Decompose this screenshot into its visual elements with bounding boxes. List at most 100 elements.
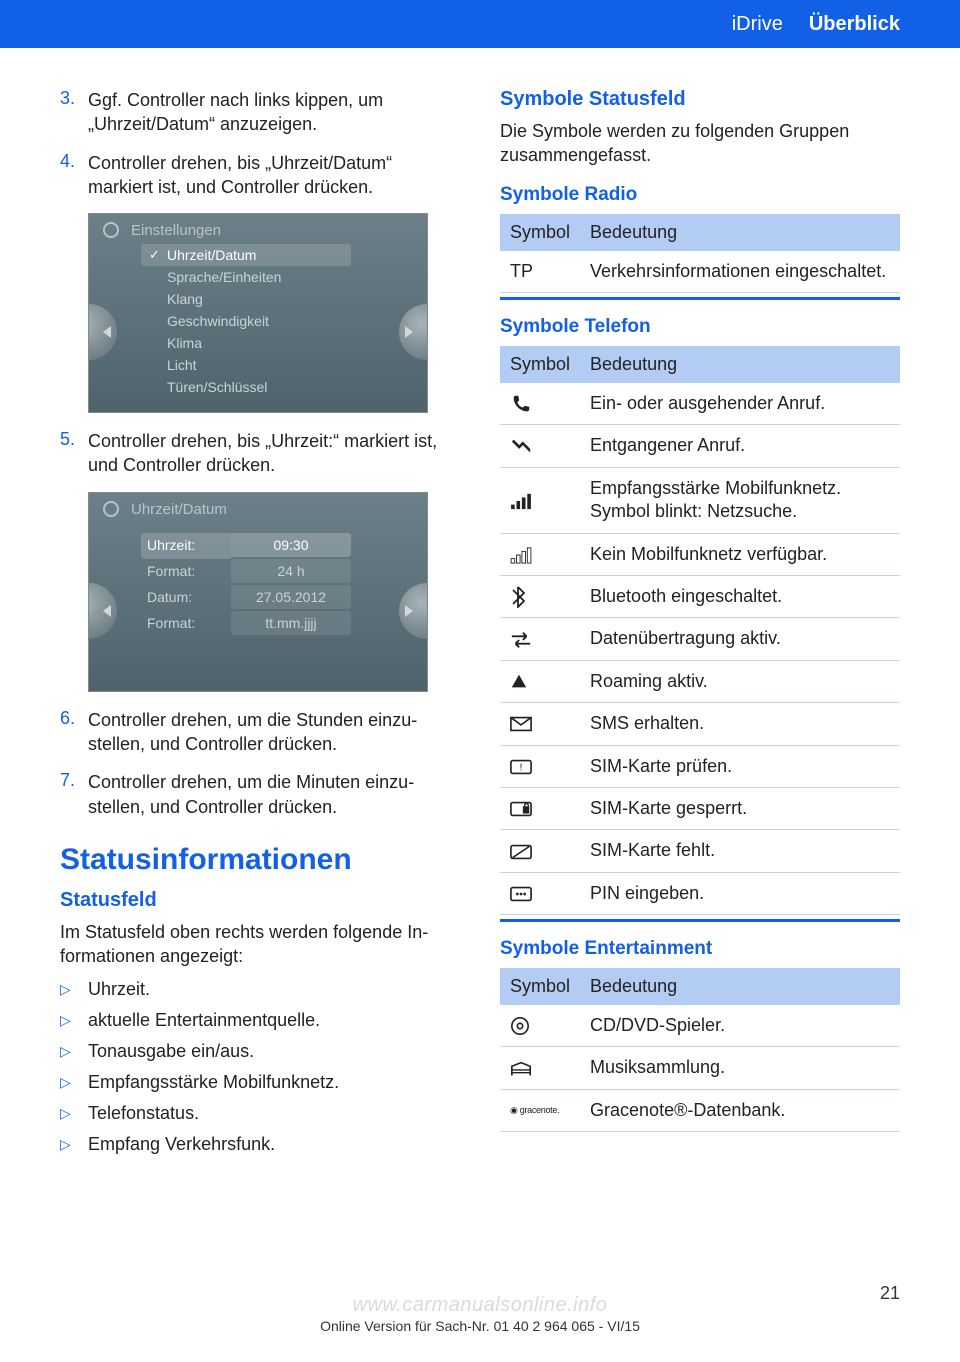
- table-row: Empfangsstärke Mobilfunknetz. Symbol bli…: [500, 467, 900, 533]
- meaning-cell: Verkehrsinformationen eingeschal­tet.: [580, 251, 900, 293]
- triangle-bullet-icon: ▷: [60, 1072, 88, 1093]
- step-number: 6.: [60, 708, 88, 757]
- list-text: Telefonstatus.: [88, 1103, 199, 1124]
- page-body: 3. Ggf. Controller nach links kippen, um…: [0, 48, 960, 1185]
- table-radio: Symbol Bedeutung TP Verkehrsinformatione…: [500, 214, 900, 293]
- table-row: !SIM-Karte prüfen.: [500, 745, 900, 787]
- grid-label: Format:: [141, 611, 231, 637]
- music-library-icon: [500, 1047, 580, 1089]
- page-header: iDrive Überblick: [0, 0, 960, 48]
- paragraph: Die Symbole werden zu folgenden Gruppen …: [500, 119, 900, 168]
- meaning-cell: Ein- oder ausgehender Anruf.: [580, 383, 900, 425]
- table-entertainment: Symbol Bedeutung CD/DVD-Spieler. Musiksa…: [500, 968, 900, 1132]
- knob-right-icon: [399, 304, 428, 360]
- th-symbol: Symbol: [500, 968, 580, 1005]
- phone-icon: [500, 383, 580, 425]
- meaning-cell: Roaming aktiv.: [580, 660, 900, 702]
- step-number: 3.: [60, 88, 88, 137]
- table-row: SIM-Karte fehlt.: [500, 830, 900, 872]
- step-number: 7.: [60, 770, 88, 819]
- meaning-cell: Gracenote®-Datenbank.: [580, 1089, 900, 1131]
- grid-label: Format:: [141, 559, 231, 585]
- grid-value: 24 h: [231, 559, 351, 583]
- left-column: 3. Ggf. Controller nach links kippen, um…: [60, 88, 460, 1165]
- menu-item: Klang: [141, 288, 351, 310]
- watermark: www.carmanualsonline.info: [353, 1294, 608, 1317]
- menu-item: Geschwindigkeit: [141, 310, 351, 332]
- table-end-rule: [500, 297, 900, 300]
- meaning-cell: Empfangsstärke Mobilfunknetz. Symbol bli…: [580, 467, 900, 533]
- table-row: Ein- oder ausgehender Anruf.: [500, 383, 900, 425]
- screenshot-title: Einstellungen: [89, 214, 427, 243]
- step-text: Controller drehen, um die Stunden einzu­…: [88, 708, 460, 757]
- signal-empty-icon: [500, 533, 580, 575]
- grid-row: Uhrzeit: 09:30: [141, 533, 371, 559]
- meaning-cell: Kein Mobilfunknetz verfügbar.: [580, 533, 900, 575]
- pin-icon: [500, 872, 580, 914]
- step-text: Controller drehen, bis „Uhrzeit:“ markie…: [88, 429, 460, 478]
- triangle-bullet-icon: ▷: [60, 979, 88, 1000]
- list-text: Empfangsstärke Mobilfunknetz.: [88, 1072, 339, 1093]
- heading-symbole-telefon: Symbole Telefon: [500, 316, 900, 338]
- menu-item: Klima: [141, 332, 351, 354]
- table-end-rule: [500, 919, 900, 922]
- table-row: PIN eingeben.: [500, 872, 900, 914]
- heading-symbole-entertainment: Symbole Entertainment: [500, 938, 900, 960]
- table-row: Entgangener Anruf.: [500, 425, 900, 467]
- grid-label: Datum:: [141, 585, 231, 611]
- list-item: ▷aktuelle Entertainmentquelle.: [60, 1010, 460, 1031]
- uhrzeit-grid: Uhrzeit: 09:30 Format: 24 h Datum: 27.05…: [141, 533, 371, 637]
- th-symbol: Symbol: [500, 346, 580, 383]
- meaning-cell: SIM-Karte prüfen.: [580, 745, 900, 787]
- table-row: CD/DVD-Spieler.: [500, 1005, 900, 1047]
- meaning-cell: SMS erhalten.: [580, 703, 900, 745]
- sim-missing-icon: [500, 830, 580, 872]
- meaning-cell: CD/DVD-Spieler.: [580, 1005, 900, 1047]
- meaning-cell: Bluetooth eingeschaltet.: [580, 575, 900, 617]
- menu-item: Uhrzeit/Datum: [141, 244, 351, 266]
- triangle-bullet-icon: ▷: [60, 1134, 88, 1155]
- idrive-screenshot-uhrzeit: Uhrzeit/Datum Uhrzeit: 09:30 Format: 24 …: [88, 492, 428, 692]
- gear-icon: [103, 501, 119, 517]
- data-transfer-icon: [500, 618, 580, 660]
- knob-left-icon: [88, 583, 117, 639]
- symbol-cell: TP: [500, 251, 580, 293]
- list-text: Uhrzeit.: [88, 979, 150, 1000]
- table-row: Datenübertragung aktiv.: [500, 618, 900, 660]
- page-number: 21: [880, 1283, 900, 1304]
- step-5: 5. Controller drehen, bis „Uhrzeit:“ mar…: [60, 429, 460, 478]
- menu-item: Türen/Schlüssel: [141, 376, 351, 398]
- list-item: ▷Uhrzeit.: [60, 979, 460, 1000]
- meaning-cell: Musiksammlung.: [580, 1047, 900, 1089]
- grid-row: Datum: 27.05.2012: [141, 585, 371, 611]
- menu-item: Sprache/Einheiten: [141, 266, 351, 288]
- list-text: aktuelle Entertainmentquelle.: [88, 1010, 320, 1031]
- table-row: Bluetooth eingeschaltet.: [500, 575, 900, 617]
- header-section: iDrive: [732, 13, 783, 36]
- screenshot-title: Uhrzeit/Datum: [89, 493, 427, 522]
- th-meaning: Bedeutung: [580, 968, 900, 1005]
- triangle-bullet-icon: ▷: [60, 1103, 88, 1124]
- grid-label: Uhrzeit:: [141, 533, 231, 559]
- sms-icon: [500, 703, 580, 745]
- table-header-row: Symbol Bedeutung: [500, 214, 900, 251]
- th-meaning: Bedeutung: [580, 346, 900, 383]
- table-row: ◉ gracenote.Gracenote®-Datenbank.: [500, 1089, 900, 1131]
- heading-symbole-statusfeld: Symbole Statusfeld: [500, 88, 900, 111]
- footer-line: Online Version für Sach-Nr. 01 40 2 964 …: [0, 1318, 960, 1334]
- roaming-icon: [500, 660, 580, 702]
- meaning-cell: SIM-Karte fehlt.: [580, 830, 900, 872]
- grid-row: Format: tt.mm.jjjj: [141, 611, 371, 637]
- grid-value: 27.05.2012: [231, 585, 351, 609]
- step-6: 6. Controller drehen, um die Stunden ein…: [60, 708, 460, 757]
- list-item: ▷Telefonstatus.: [60, 1103, 460, 1124]
- heading-statusinformationen: Statusinformationen: [60, 843, 460, 877]
- idrive-screenshot-settings: Einstellungen Uhrzeit/Datum Sprache/Einh…: [88, 213, 428, 413]
- step-text: Controller drehen, um die Minuten einzu­…: [88, 770, 460, 819]
- grid-row: Format: 24 h: [141, 559, 371, 585]
- list-item: ▷Empfang Verkehrsfunk.: [60, 1134, 460, 1155]
- table-row: SIM-Karte gesperrt.: [500, 787, 900, 829]
- knob-left-icon: [88, 304, 117, 360]
- table-row: TP Verkehrsinformationen eingeschal­tet.: [500, 251, 900, 293]
- heading-statusfeld: Statusfeld: [60, 889, 460, 912]
